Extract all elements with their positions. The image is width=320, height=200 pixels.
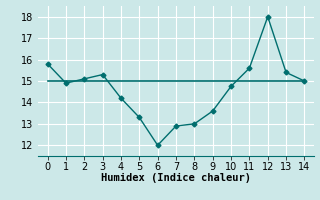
X-axis label: Humidex (Indice chaleur): Humidex (Indice chaleur) bbox=[101, 173, 251, 183]
